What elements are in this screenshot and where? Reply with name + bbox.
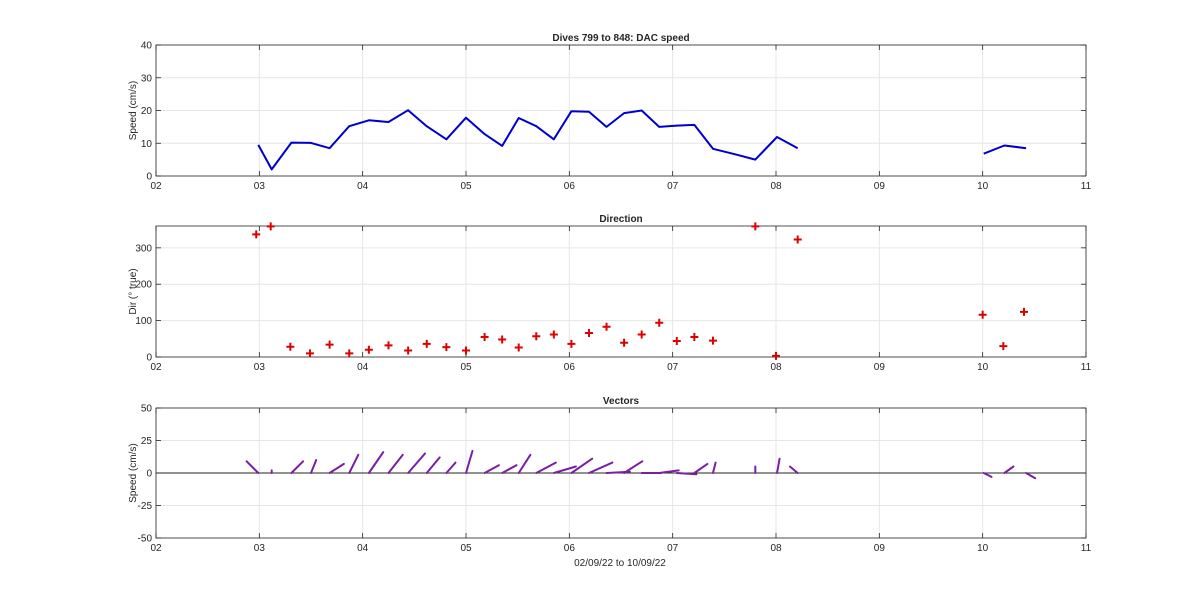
chart-title: Dives 799 to 848: DAC speed: [552, 33, 689, 44]
y-axis-label: Dir (° true): [128, 268, 139, 314]
speed-panel: 02 03 04 05 06 07 08 09 10 11 0 10 20 30 40 Dives 799 t…: [128, 33, 1092, 192]
y-axis-label: Speed (cm/s): [128, 443, 139, 502]
x-tick-label: 10: [977, 543, 989, 554]
x-tick-label: 05: [460, 181, 472, 192]
x-tick-label: 06: [564, 543, 576, 554]
y-tick-label: 0: [146, 469, 152, 480]
x-tick-label: 05: [460, 362, 472, 373]
x-tick-label: 08: [770, 362, 782, 373]
y-tick-label: 100: [135, 316, 152, 327]
x-tick-label: 03: [254, 362, 266, 373]
x-tick-label: 02: [150, 362, 162, 373]
y-tick-label: 0: [146, 353, 152, 364]
x-tick-label: 07: [667, 181, 679, 192]
y-tick-label: 300: [135, 243, 152, 254]
x-tick-label: 05: [460, 543, 472, 554]
x-tick-label: 10: [977, 362, 989, 373]
plot-area: [156, 226, 1086, 357]
y-tick-label: 10: [141, 139, 153, 150]
x-tick-label: 09: [874, 181, 886, 192]
vectors-panel: 02 03 04 05 06 07 08 09 10 11 50 25 0 -25 -50 Vectors Sp…: [128, 396, 1092, 554]
x-tick-label: 02: [150, 181, 162, 192]
x-tick-label: 10: [977, 181, 989, 192]
x-tick-label: 06: [564, 181, 576, 192]
y-tick-label: 50: [141, 404, 153, 415]
x-tick-label: 06: [564, 362, 576, 373]
x-tick-label: 03: [254, 543, 266, 554]
x-tick-label: 11: [1081, 543, 1092, 554]
y-tick-label: 25: [141, 436, 153, 447]
y-tick-label: -50: [138, 534, 153, 545]
y-tick-label: 0: [146, 172, 152, 183]
x-tick-label: 09: [874, 543, 886, 554]
x-tick-label: 04: [357, 181, 369, 192]
x-tick-label: 04: [357, 543, 369, 554]
figure-x-axis-label: 02/09/22 to 10/09/22: [574, 558, 666, 569]
x-tick-label: 09: [874, 362, 886, 373]
y-tick-label: 40: [141, 41, 153, 52]
x-tick-label: 04: [357, 362, 369, 373]
chart-title: Direction: [599, 214, 642, 225]
x-tick-label: 08: [770, 543, 782, 554]
chart-title: Vectors: [603, 396, 640, 407]
x-tick-label: 07: [667, 362, 679, 373]
x-tick-label: 11: [1081, 362, 1092, 373]
x-tick-label: 03: [254, 181, 266, 192]
x-tick-label: 02: [150, 543, 162, 554]
y-tick-label: -25: [138, 501, 153, 512]
x-tick-label: 11: [1081, 181, 1092, 192]
x-tick-label: 07: [667, 543, 679, 554]
y-tick-label: 20: [141, 106, 153, 117]
x-tick-label: 08: [770, 181, 782, 192]
y-tick-label: 30: [141, 73, 153, 84]
y-axis-label: Speed (cm/s): [128, 81, 139, 140]
current-vector: [677, 473, 697, 474]
